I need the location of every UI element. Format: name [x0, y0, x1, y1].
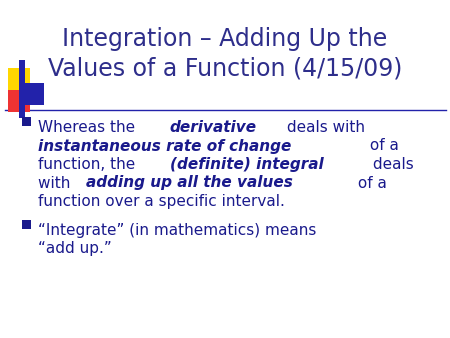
Text: Integration – Adding Up the
Values of a Function (4/15/09): Integration – Adding Up the Values of a …	[48, 27, 402, 81]
Bar	[19, 60, 25, 118]
Text: of a: of a	[365, 139, 399, 153]
Bar	[22, 117, 31, 126]
Text: of a: of a	[353, 175, 387, 191]
Text: with: with	[38, 175, 75, 191]
Text: instantaneous rate of change: instantaneous rate of change	[38, 139, 292, 153]
Text: function, the: function, the	[38, 157, 140, 172]
Bar	[22, 219, 31, 228]
Text: function over a specific interval.: function over a specific interval.	[38, 194, 285, 209]
Bar	[8, 90, 30, 112]
Text: “Integrate” (in mathematics) means: “Integrate” (in mathematics) means	[38, 222, 316, 238]
Text: adding up all the values: adding up all the values	[86, 175, 293, 191]
Text: “add up.”: “add up.”	[38, 241, 112, 256]
Text: deals with: deals with	[282, 120, 365, 135]
Text: (definite) integral: (definite) integral	[170, 157, 324, 172]
Bar	[8, 68, 30, 90]
Text: derivative: derivative	[170, 120, 257, 135]
Bar	[22, 83, 44, 105]
Text: Whereas the: Whereas the	[38, 120, 140, 135]
Text: deals: deals	[368, 157, 414, 172]
